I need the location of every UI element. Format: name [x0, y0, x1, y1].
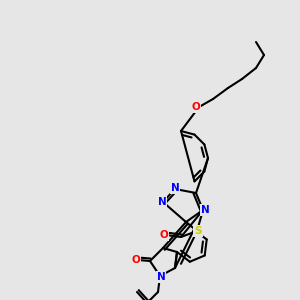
- Text: O: O: [192, 102, 200, 112]
- Text: N: N: [201, 205, 209, 215]
- Text: S: S: [194, 226, 202, 236]
- Text: N: N: [171, 183, 179, 193]
- Text: O: O: [160, 230, 168, 240]
- Text: O: O: [132, 255, 140, 265]
- Text: N: N: [158, 197, 166, 207]
- Text: N: N: [157, 272, 165, 282]
